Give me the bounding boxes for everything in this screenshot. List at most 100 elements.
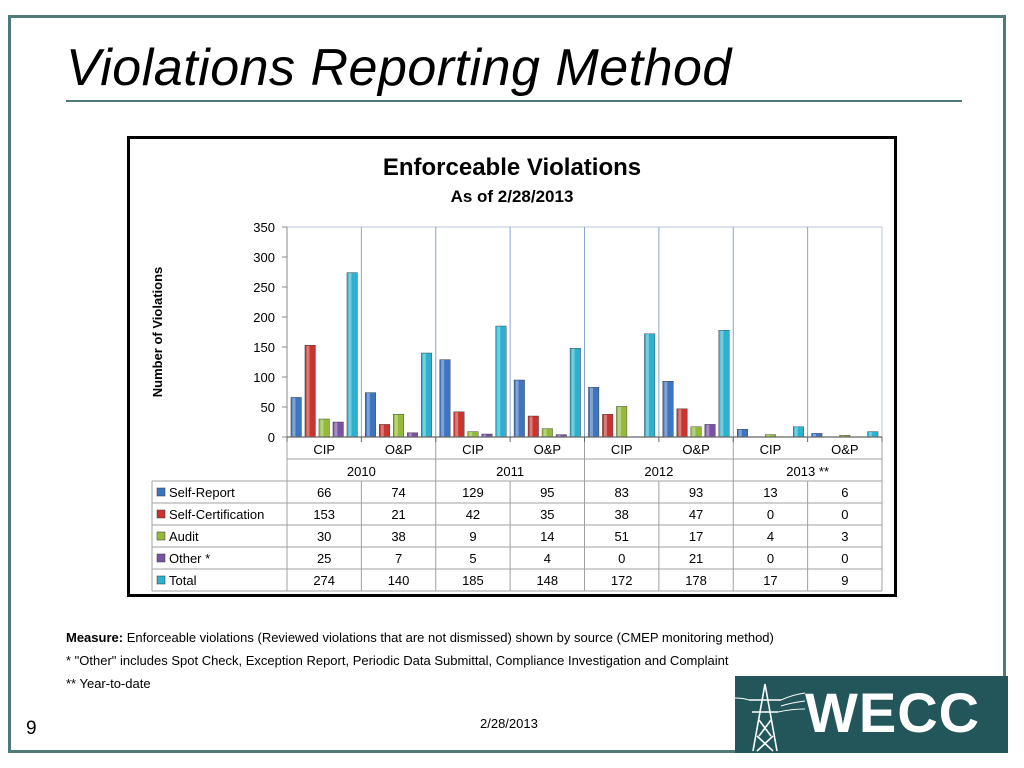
bar-highlight xyxy=(529,416,533,437)
data-label: 0 xyxy=(767,551,774,566)
y-tick-label: 100 xyxy=(253,370,275,385)
data-label: 47 xyxy=(689,507,703,522)
data-label: 14 xyxy=(540,529,554,544)
legend-key xyxy=(156,553,166,563)
category-label: O&P xyxy=(534,442,561,457)
chart-title: Enforceable Violations xyxy=(383,154,641,181)
transmission-tower-icon xyxy=(735,683,805,752)
bar-highlight xyxy=(589,387,593,437)
data-label: 9 xyxy=(469,529,476,544)
bar-highlight xyxy=(380,424,384,437)
data-label: 148 xyxy=(536,573,558,588)
data-label: 30 xyxy=(317,529,331,544)
legend-label: Self-Certification xyxy=(169,507,264,522)
legend-key xyxy=(156,531,166,541)
data-label: 0 xyxy=(841,507,848,522)
legend-label: Self-Report xyxy=(169,485,235,500)
data-label: 74 xyxy=(391,485,405,500)
legend-key xyxy=(156,575,166,585)
data-label: 7 xyxy=(395,551,402,566)
data-label: 38 xyxy=(391,529,405,544)
group-label: 2011 xyxy=(496,464,524,479)
measure-label: Measure: xyxy=(66,630,124,645)
bar-highlight xyxy=(720,330,724,437)
footnotes: Measure: Enforceable violations (Reviewe… xyxy=(66,626,774,695)
data-label: 17 xyxy=(689,529,703,544)
bar-highlight xyxy=(366,393,370,437)
category-label: O&P xyxy=(831,442,858,457)
chart-subtitle: As of 2/28/2013 xyxy=(451,187,574,206)
category-label: CIP xyxy=(760,442,782,457)
data-label: 274 xyxy=(313,573,335,588)
bar-highlight xyxy=(869,432,873,437)
y-tick-label: 300 xyxy=(253,250,275,265)
group-label: 2012 xyxy=(644,464,673,479)
data-label: 51 xyxy=(614,529,628,544)
y-tick-label: 250 xyxy=(253,280,275,295)
bar-highlight xyxy=(738,429,742,437)
data-label: 21 xyxy=(689,551,703,566)
bar-highlight xyxy=(408,433,412,437)
data-label: 38 xyxy=(614,507,628,522)
data-label: 0 xyxy=(841,551,848,566)
bar-highlight xyxy=(571,348,575,437)
bar-highlight xyxy=(394,414,398,437)
bar-highlight xyxy=(469,432,473,437)
bar-highlight xyxy=(292,397,296,437)
chart-svg: Enforceable Violations As of 2/28/2013 Num… xyxy=(150,154,883,592)
category-label: O&P xyxy=(682,442,709,457)
data-label: 4 xyxy=(544,551,551,566)
y-tick-label: 0 xyxy=(268,430,275,445)
legend-label: Other * xyxy=(169,551,210,566)
bar-highlight xyxy=(617,406,621,437)
bar-highlight xyxy=(348,273,352,437)
bar-highlight xyxy=(664,381,668,437)
group-label: 2013 ** xyxy=(786,464,829,479)
bar-highlight xyxy=(497,326,501,437)
other-note: * "Other" includes Spot Check, Exception… xyxy=(66,653,729,668)
chart-container: Enforceable Violations As of 2/28/2013 Num… xyxy=(127,136,897,597)
data-label: 66 xyxy=(317,485,331,500)
data-label: 95 xyxy=(540,485,554,500)
title-rule xyxy=(66,100,962,102)
legend-key xyxy=(156,509,166,519)
data-label: 4 xyxy=(767,529,774,544)
bar-highlight xyxy=(455,412,459,437)
bar-highlight xyxy=(422,353,426,437)
slide-title: Violations Reporting Method xyxy=(66,39,732,97)
bar-highlight xyxy=(306,345,310,437)
category-label: CIP xyxy=(611,442,633,457)
bar-highlight xyxy=(603,414,607,437)
bar-highlight xyxy=(645,334,649,437)
legend-label: Total xyxy=(169,573,197,588)
bar-highlight xyxy=(813,433,817,437)
bar-highlight xyxy=(692,427,696,437)
data-label: 0 xyxy=(618,551,625,566)
bar-highlight xyxy=(766,435,770,437)
data-label: 140 xyxy=(388,573,410,588)
measure-note: Measure: Enforceable violations (Reviewe… xyxy=(66,626,774,649)
data-label: 42 xyxy=(466,507,480,522)
data-label: 3 xyxy=(841,529,848,544)
legend-key xyxy=(156,487,166,497)
data-label: 93 xyxy=(689,485,703,500)
group-label: 2010 xyxy=(347,464,376,479)
legend-label: Audit xyxy=(169,529,199,544)
footer-date: 2/28/2013 xyxy=(480,716,538,731)
bar-highlight xyxy=(678,409,682,437)
bar-highlight xyxy=(794,427,798,437)
category-label: CIP xyxy=(313,442,335,457)
data-label: 5 xyxy=(469,551,476,566)
data-label: 6 xyxy=(841,485,848,500)
bar-highlight xyxy=(441,360,445,437)
data-label: 83 xyxy=(614,485,628,500)
data-label: 0 xyxy=(767,507,774,522)
bar-highlight xyxy=(515,380,519,437)
bar-highlight xyxy=(841,435,845,437)
page-number: 9 xyxy=(26,718,37,739)
y-tick-label: 150 xyxy=(253,340,275,355)
category-label: O&P xyxy=(385,442,412,457)
ytd-note: ** Year-to-date xyxy=(66,676,151,691)
y-tick-label: 50 xyxy=(261,400,275,415)
data-label: 35 xyxy=(540,507,554,522)
